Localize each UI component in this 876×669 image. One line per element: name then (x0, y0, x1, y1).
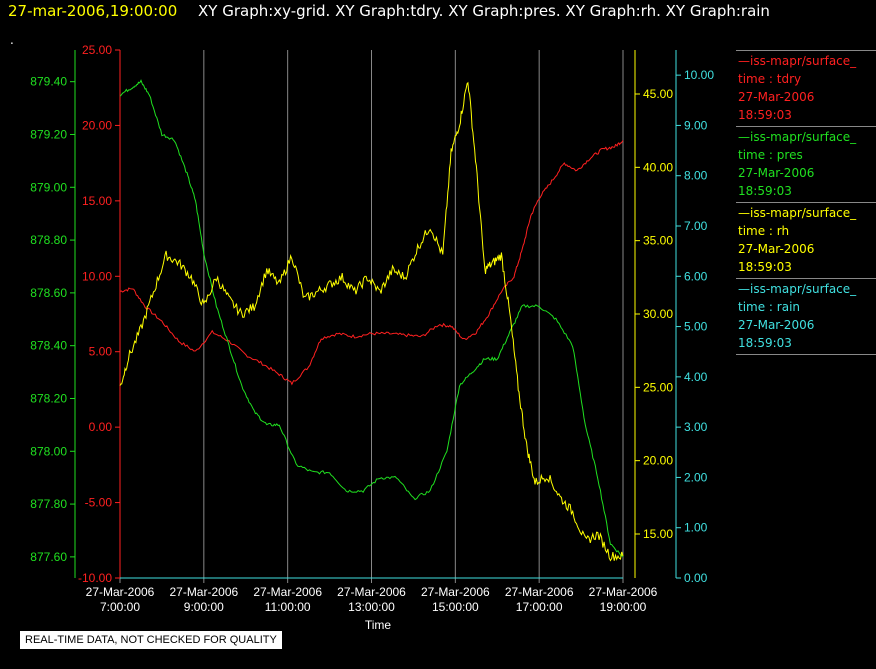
legend-date: 27-Mar-2006 (738, 166, 815, 180)
rh-tick-label: 15.00 (643, 527, 673, 541)
legend-time: 18:59:03 (738, 260, 792, 274)
x-tick-label-date: 27-Mar-2006 (505, 585, 574, 599)
pres-tick-label: 879.40 (30, 75, 67, 89)
rain-tick-label: 9.00 (684, 118, 708, 132)
series-pres (119, 79, 624, 558)
pres-tick-label: 878.00 (30, 444, 67, 458)
x-axis-label: Time (365, 618, 392, 632)
rh-tick-label: 30.00 (643, 307, 673, 321)
rain-tick-label: 6.00 (684, 269, 708, 283)
series-rh (119, 81, 624, 562)
legend-time: 18:59:03 (738, 184, 792, 198)
x-tick-label-time: 7:00:00 (100, 600, 140, 614)
tdry-tick-label: -10.00 (78, 571, 112, 585)
pres-tick-label: 878.40 (30, 339, 67, 353)
x-tick-label-date: 27-Mar-2006 (589, 585, 658, 599)
rh-tick-label: 35.00 (643, 234, 673, 248)
tdry-tick-label: 15.00 (82, 194, 112, 208)
rain-tick-label: 5.00 (684, 320, 708, 334)
legend-date: 27-Mar-2006 (738, 318, 815, 332)
pres-tick-label: 877.60 (30, 550, 67, 564)
tdry-tick-label: 20.00 (82, 118, 112, 132)
legend-time: 18:59:03 (738, 336, 792, 350)
legend-entry-rh[interactable]: —iss-mapr/surface_ time : rh 27-Mar-2006… (736, 202, 876, 278)
header-dot: . (10, 33, 14, 47)
axes: 27-Mar-20067:00:0027-Mar-20069:00:0027-M… (30, 43, 714, 614)
x-tick-label-time: 13:00:00 (348, 600, 395, 614)
header-graph-titles: XY Graph:xy-grid. XY Graph:tdry. XY Grap… (198, 2, 770, 20)
rain-tick-label: 8.00 (684, 169, 708, 183)
tdry-tick-label: 0.00 (89, 420, 113, 434)
legend-entry-pres[interactable]: —iss-mapr/surface_ time : pres 27-Mar-20… (736, 126, 876, 202)
rain-tick-label: 3.00 (684, 420, 708, 434)
legend-series-name: —iss-mapr/surface_ (738, 130, 857, 144)
legend-var: time : tdry (738, 72, 802, 86)
legend-date: 27-Mar-2006 (738, 242, 815, 256)
pres-tick-label: 878.80 (30, 233, 67, 247)
series-lines (119, 79, 624, 579)
grid-lines (203, 50, 624, 578)
tdry-tick-label: 25.00 (82, 43, 112, 57)
rh-tick-label: 25.00 (643, 380, 673, 394)
tdry-tick-label: -5.00 (85, 496, 113, 510)
rain-tick-label: 0.00 (684, 571, 708, 585)
x-tick-label-time: 17:00:00 (516, 600, 563, 614)
x-tick-label-date: 27-Mar-2006 (169, 585, 238, 599)
quality-disclaimer: REAL-TIME DATA, NOT CHECKED FOR QUALITY (20, 631, 282, 649)
series-tdry (119, 140, 624, 386)
legend-series-name: —iss-mapr/surface_ (738, 206, 857, 220)
legend-time: 18:59:03 (738, 108, 792, 122)
header-time: 27-mar-2006,19:00:00 (8, 2, 178, 20)
legend-series-name: —iss-mapr/surface_ (738, 54, 857, 68)
rain-tick-label: 2.00 (684, 470, 708, 484)
pres-tick-label: 879.00 (30, 180, 67, 194)
tdry-tick-label: 5.00 (89, 345, 113, 359)
x-tick-label-date: 27-Mar-2006 (337, 585, 406, 599)
x-tick-label-date: 27-Mar-2006 (86, 585, 155, 599)
x-tick-label-time: 19:00:00 (600, 600, 647, 614)
legend-var: time : pres (738, 148, 803, 162)
rain-tick-label: 1.00 (684, 521, 708, 535)
rh-tick-label: 40.00 (643, 160, 673, 174)
pres-tick-label: 878.60 (30, 286, 67, 300)
tdry-tick-label: 10.00 (82, 269, 112, 283)
legend-var: time : rain (738, 300, 801, 314)
pres-tick-label: 879.20 (30, 127, 67, 141)
legend-var: time : rh (738, 224, 790, 238)
x-tick-label-date: 27-Mar-2006 (421, 585, 490, 599)
rain-tick-label: 4.00 (684, 370, 708, 384)
rh-tick-label: 20.00 (643, 454, 673, 468)
legend-series-name: —iss-mapr/surface_ (738, 282, 857, 296)
legend-entry-tdry[interactable]: —iss-mapr/surface_ time : tdry 27-Mar-20… (736, 50, 876, 126)
rain-tick-label: 7.00 (684, 219, 708, 233)
x-tick-label-time: 11:00:00 (265, 600, 311, 614)
legend-entry-rain[interactable]: —iss-mapr/surface_ time : rain 27-Mar-20… (736, 278, 876, 355)
legend-date: 27-Mar-2006 (738, 90, 815, 104)
pres-tick-label: 878.20 (30, 391, 67, 405)
rh-tick-label: 45.00 (643, 87, 673, 101)
x-tick-label-time: 9:00:00 (184, 600, 224, 614)
legend: —iss-mapr/surface_ time : tdry 27-Mar-20… (736, 50, 876, 355)
x-tick-label-date: 27-Mar-2006 (253, 585, 322, 599)
rain-tick-label: 10.00 (684, 68, 714, 82)
x-tick-label-time: 15:00:00 (432, 600, 479, 614)
pres-tick-label: 877.80 (30, 497, 67, 511)
